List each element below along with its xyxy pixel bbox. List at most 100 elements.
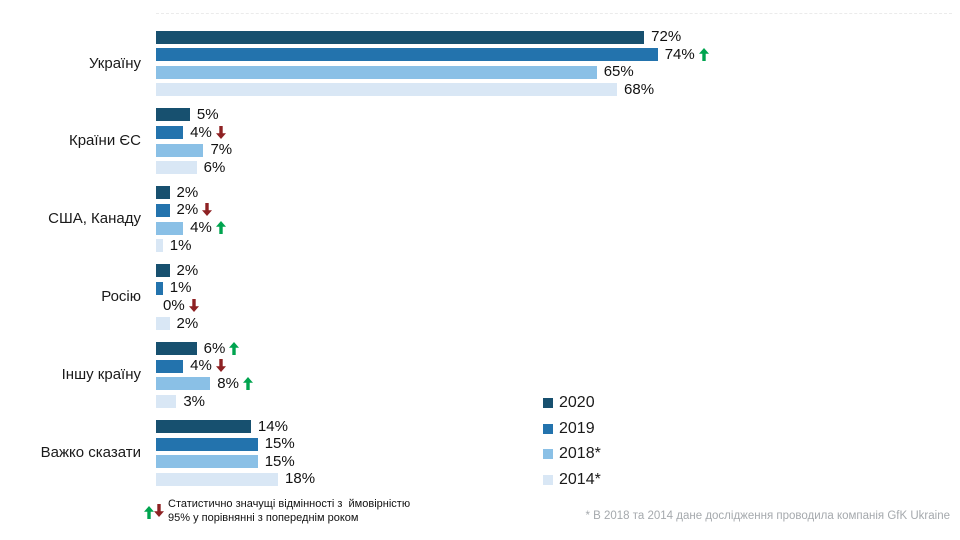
down-arrow-icon	[154, 504, 164, 517]
bar-value-text: 18%	[285, 470, 316, 488]
bar-value-label: 7%	[210, 141, 232, 158]
legend-label: 2014*	[559, 471, 601, 489]
bar	[156, 48, 658, 62]
bar	[156, 65, 597, 79]
bar	[156, 472, 279, 486]
bar	[156, 239, 163, 253]
plot-top-gridline	[156, 13, 952, 14]
legend-swatch	[543, 398, 553, 408]
bar	[156, 83, 618, 97]
down-arrow-icon	[188, 299, 199, 312]
bar-value-label: 4%	[190, 357, 226, 374]
bar-value-label: 2%	[177, 201, 213, 218]
bar-value-text: 68%	[624, 80, 655, 98]
bar-value-text: 6%	[203, 339, 226, 357]
bar	[156, 395, 177, 409]
bar-value-label: 2%	[177, 262, 199, 279]
bar-value-label: 1%	[170, 279, 192, 296]
bar-value-label: 1%	[170, 237, 192, 254]
bar	[156, 359, 184, 373]
bar-value-text: 4%	[190, 219, 212, 237]
legend-item: 2014*	[543, 472, 601, 488]
bar-value-label: 5%	[197, 106, 219, 123]
bar-value-text: 4%	[190, 123, 212, 141]
bar-value-label: 4%	[190, 124, 226, 141]
category-label: Важко сказати	[40, 444, 141, 461]
legend-item: 2019	[543, 419, 595, 437]
bar	[156, 317, 170, 331]
up-arrow-icon	[144, 506, 154, 519]
bar	[156, 221, 184, 235]
significance-footnote: Статистично значущі відмінності з ймовір…	[144, 497, 410, 525]
significance-arrows	[144, 504, 164, 519]
bar	[156, 281, 163, 295]
category-label: Іншу країну	[61, 366, 141, 384]
significance-text: Статистично значущі відмінності з ймовір…	[168, 498, 411, 524]
bar-value-text: 6%	[203, 158, 226, 176]
bar	[156, 143, 204, 157]
bar-value-label: 72%	[651, 28, 681, 45]
bar-value-text: 1%	[169, 279, 192, 297]
legend-item: 2020	[543, 395, 595, 411]
legend-swatch	[543, 423, 553, 434]
bar-value-label: 65%	[604, 63, 634, 80]
bar-value-text: 7%	[210, 141, 233, 159]
bar	[156, 342, 197, 356]
bar	[156, 186, 170, 200]
legend-item: 2018*	[543, 446, 601, 462]
bar	[156, 30, 645, 44]
bar-value-text: 2%	[176, 183, 199, 201]
bar-value-text: 0%	[163, 297, 185, 314]
bar-value-text: 5%	[196, 105, 219, 123]
bar-value-label: 2%	[177, 315, 199, 332]
bar-value-text: 15%	[264, 452, 295, 470]
up-arrow-icon	[698, 47, 709, 61]
bar-value-label: 15%	[265, 453, 295, 470]
down-arrow-icon	[215, 359, 226, 373]
legend-swatch	[543, 475, 553, 486]
bar	[156, 377, 211, 391]
bar-value-label: 4%	[190, 219, 226, 236]
up-arrow-icon	[242, 376, 253, 390]
up-arrow-icon	[215, 221, 226, 235]
bar-value-text: 14%	[257, 417, 288, 435]
bar-value-text: 1%	[169, 236, 192, 254]
bar-value-text: 8%	[217, 374, 239, 392]
bar-value-label: 3%	[183, 393, 205, 410]
source-footnote: * В 2018 та 2014 дане дослідження провод…	[585, 510, 950, 522]
bar-value-text: 15%	[264, 435, 295, 453]
category-label: Росію	[101, 288, 141, 306]
bar-value-label: 18%	[285, 470, 315, 487]
bar-value-text: 3%	[183, 392, 206, 410]
bar-value-label: 8%	[217, 375, 253, 392]
bar-value-label: 14%	[258, 418, 288, 435]
legend-swatch	[543, 449, 553, 460]
bar-value-text: 2%	[176, 314, 199, 332]
bar-value-text: 74%	[664, 45, 695, 63]
bar-value-text: 2%	[176, 201, 199, 219]
bar	[156, 420, 251, 433]
bar-value-text: 2%	[176, 261, 199, 279]
bar	[156, 203, 170, 217]
bar	[156, 161, 197, 175]
category-label: Країни ЄС	[68, 132, 141, 150]
category-label: США, Канаду	[48, 210, 141, 228]
category-label: Україну	[88, 54, 141, 72]
bar-value-label: 0%	[163, 297, 199, 314]
bar	[156, 264, 170, 278]
legend-label: 2019	[559, 419, 595, 437]
legend-label: 2018*	[559, 445, 601, 463]
bar	[156, 455, 258, 469]
bar-value-label: 15%	[265, 435, 295, 452]
legend-label: 2020	[559, 394, 595, 411]
bar	[156, 437, 258, 451]
bar-value-text: 65%	[603, 63, 634, 81]
bar	[156, 108, 190, 122]
down-arrow-icon	[202, 203, 213, 217]
down-arrow-icon	[215, 125, 226, 139]
bar-value-label: 74%	[665, 46, 709, 63]
bar-value-text: 4%	[190, 357, 212, 375]
bar-value-text: 72%	[651, 28, 682, 45]
